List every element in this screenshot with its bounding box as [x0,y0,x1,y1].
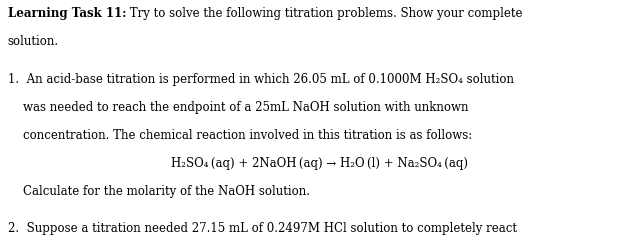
Text: solution.: solution. [8,35,59,48]
Text: was needed to reach the endpoint of a 25mL NaOH solution with unknown: was needed to reach the endpoint of a 25… [8,101,468,114]
Text: 1.  An acid-base titration is performed in which 26.05 mL of 0.1000M H₂SO₄ solut: 1. An acid-base titration is performed i… [8,73,514,86]
Text: Learning Task 11:: Learning Task 11: [8,7,126,20]
Text: concentration. The chemical reaction involved in this titration is as follows:: concentration. The chemical reaction inv… [8,129,472,142]
Text: 2.  Suppose a titration needed 27.15 mL of 0.2497M HCl solution to completely re: 2. Suppose a titration needed 27.15 mL o… [8,223,517,235]
Text: H₂SO₄ (aq) + 2NaOH (aq) → H₂O (l) + Na₂SO₄ (aq): H₂SO₄ (aq) + 2NaOH (aq) → H₂O (l) + Na₂S… [171,157,468,170]
Text: Calculate for the molarity of the NaOH solution.: Calculate for the molarity of the NaOH s… [8,185,310,198]
Text: Try to solve the following titration problems. Show your complete: Try to solve the following titration pro… [126,7,523,20]
